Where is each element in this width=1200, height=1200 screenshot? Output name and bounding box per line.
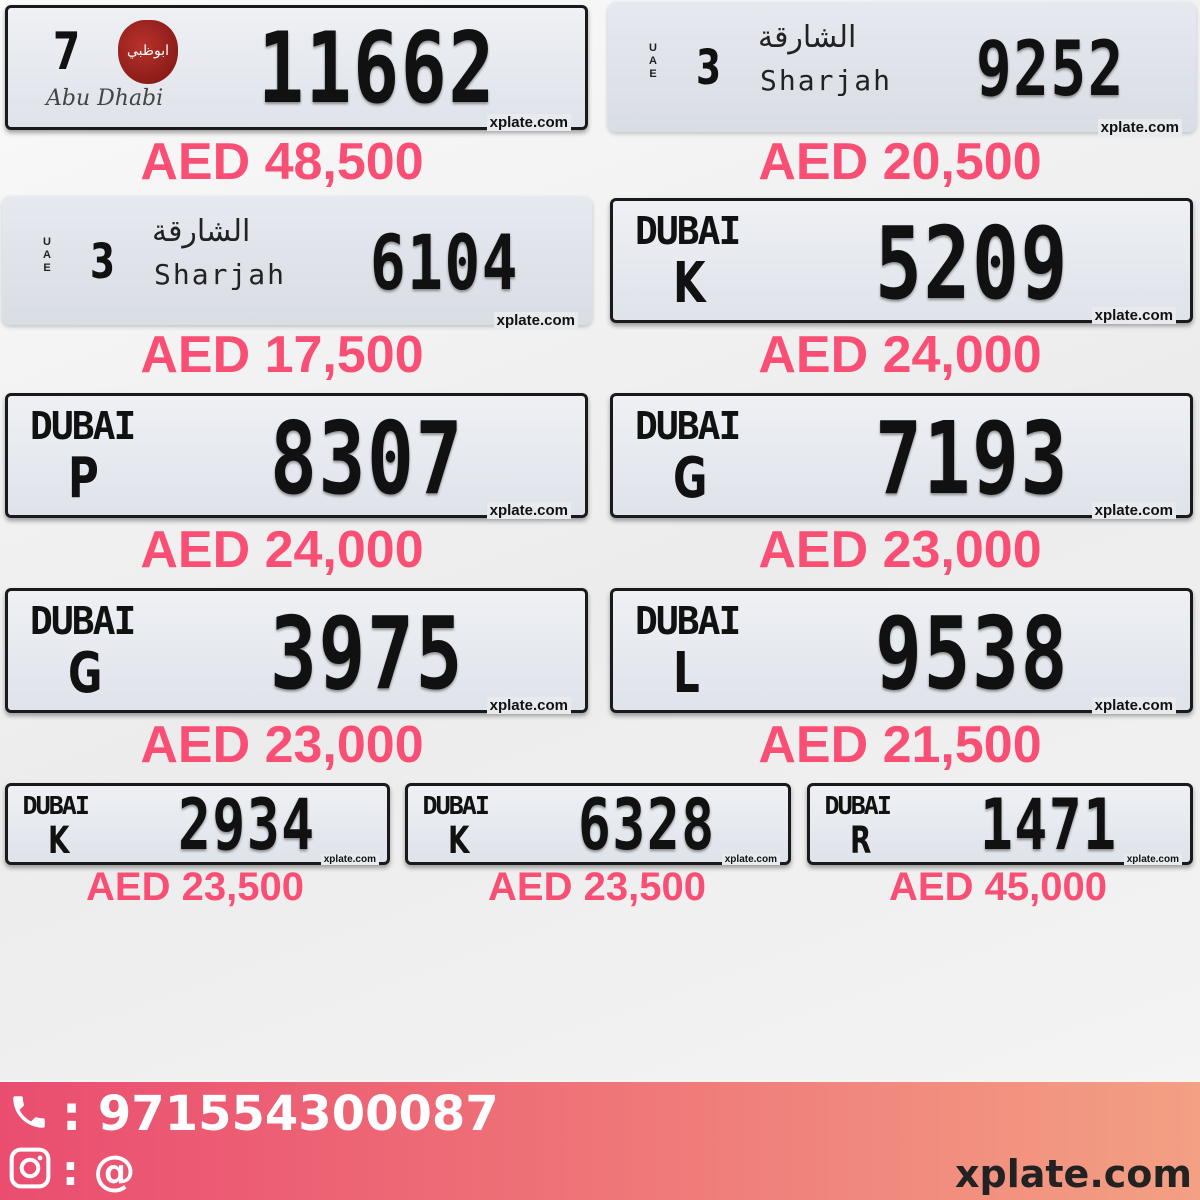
price-label: AED 23,500 — [488, 865, 706, 909]
country-label: UAE — [649, 42, 657, 80]
plate-2934[interactable]: DUBAI K 2934 xplate.com — [5, 783, 390, 866]
site-name[interactable]: xplate.com — [955, 1152, 1192, 1196]
price-label: AED 17,500 — [140, 326, 424, 384]
plate-code: K — [673, 251, 706, 316]
plate-number: 7193 — [875, 400, 1070, 517]
plate-1471[interactable]: DUBAI R 1471 xplate.com — [807, 783, 1193, 866]
price-label: AED 23,500 — [86, 865, 304, 909]
watermark: xplate.com — [486, 502, 571, 519]
watermark: xplate.com — [320, 854, 379, 865]
plate-number: 2934 — [178, 784, 316, 866]
dubai-logo: DUBAI — [635, 404, 741, 448]
plate-number: 1471 — [980, 784, 1118, 866]
price-label: AED 48,500 — [140, 133, 424, 191]
watermark: xplate.com — [1091, 307, 1176, 324]
plate-code: 3 — [90, 234, 116, 290]
plate-7193[interactable]: DUBAI G 7193 xplate.com — [610, 393, 1193, 519]
dubai-logo: DUBAI — [22, 791, 90, 821]
watermark: xplate.com — [1123, 854, 1182, 865]
price-label: AED 45,000 — [889, 865, 1107, 909]
plate-3975[interactable]: DUBAI G 3975 xplate.com — [5, 588, 588, 714]
plate-number: 6328 — [578, 784, 716, 866]
instagram-handle[interactable]: : @ — [62, 1146, 136, 1195]
watermark: xplate.com — [1097, 119, 1182, 136]
dubai-logo: DUBAI — [422, 791, 490, 821]
contact-footer: : 971554300087 : @ xplate.com — [0, 1080, 1200, 1200]
dubai-logo: DUBAI — [30, 404, 136, 448]
price-label: AED 23,000 — [140, 716, 424, 774]
instagram-icon — [9, 1147, 51, 1189]
plate-number: 9252 — [976, 24, 1126, 113]
plate-11662[interactable]: 7 ابوظبي Abu Dhabi 11662 xplate.com — [5, 5, 588, 131]
plate-code: G — [68, 641, 103, 706]
price-label: AED 24,000 — [140, 521, 424, 579]
plate-code: K — [447, 819, 470, 862]
plate-9538[interactable]: DUBAI L 9538 xplate.com — [610, 588, 1193, 714]
abu-dhabi-wordmark: Abu Dhabi — [46, 86, 164, 111]
plate-6104[interactable]: UAE 3 الشارقة Sharjah 6104 xplate.com — [2, 196, 592, 329]
emirate-arabic: الشارقة — [758, 20, 857, 55]
abu-dhabi-emblem-icon: ابوظبي — [118, 20, 178, 84]
plate-code: 3 — [696, 40, 722, 96]
plate-number: 9538 — [875, 595, 1070, 712]
plate-code: 7 — [53, 22, 81, 82]
watermark: xplate.com — [1091, 697, 1176, 714]
plate-number: 3975 — [270, 595, 465, 712]
plate-number: 8307 — [270, 400, 465, 517]
plate-code: L — [673, 641, 700, 706]
plate-6328[interactable]: DUBAI K 6328 xplate.com — [405, 783, 791, 866]
dubai-logo: DUBAI — [635, 209, 741, 253]
plate-number: 11662 — [258, 12, 496, 126]
plate-code: P — [68, 446, 99, 511]
plate-code: K — [47, 819, 70, 862]
price-label: AED 20,500 — [758, 133, 1042, 191]
country-label: UAE — [43, 236, 51, 274]
plate-code: G — [673, 446, 708, 511]
emirate-latin: Sharjah — [760, 64, 893, 97]
plate-code: R — [849, 819, 871, 862]
dubai-logo: DUBAI — [30, 599, 136, 643]
emirate-latin: Sharjah — [154, 258, 287, 291]
price-label: AED 24,000 — [758, 326, 1042, 384]
watermark: xplate.com — [486, 697, 571, 714]
plate-9252[interactable]: UAE 3 الشارقة Sharjah 9252 xplate.com — [608, 2, 1196, 136]
emirate-arabic: الشارقة — [152, 214, 251, 249]
price-label: AED 21,500 — [758, 716, 1042, 774]
watermark: xplate.com — [493, 312, 578, 329]
plate-8307[interactable]: DUBAI P 8307 xplate.com — [5, 393, 588, 519]
phone-icon — [13, 1096, 45, 1128]
watermark: xplate.com — [486, 114, 571, 131]
phone-number[interactable]: : 971554300087 — [62, 1086, 499, 1142]
plate-5209[interactable]: DUBAI K 5209 xplate.com — [610, 198, 1193, 324]
dubai-logo: DUBAI — [635, 599, 741, 643]
plate-number: 6104 — [370, 218, 520, 307]
watermark: xplate.com — [721, 854, 780, 865]
plate-number: 5209 — [875, 205, 1070, 322]
dubai-logo: DUBAI — [824, 791, 892, 821]
price-label: AED 23,000 — [758, 521, 1042, 579]
watermark: xplate.com — [1091, 502, 1176, 519]
